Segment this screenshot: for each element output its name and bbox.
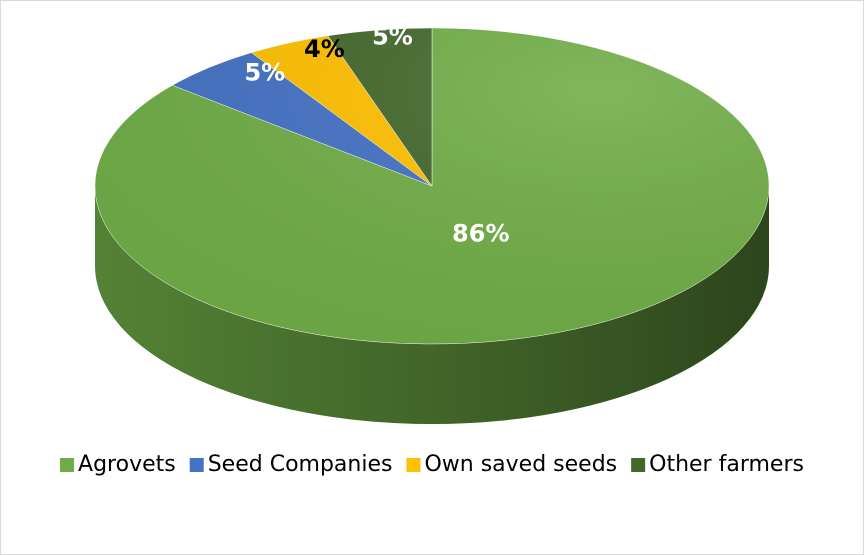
slice-side-shade (95, 186, 769, 424)
legend-label: Own saved seeds (424, 452, 617, 477)
value-label: 4% (304, 35, 345, 63)
legend-swatch (406, 458, 421, 472)
legend-swatch (631, 458, 646, 472)
legend-swatch (60, 458, 75, 472)
legend-label: Other farmers (649, 452, 804, 477)
value-label: 5% (244, 58, 285, 86)
legend-label: Seed Companies (208, 452, 393, 477)
legend-swatch (189, 458, 204, 472)
value-label: 86% (452, 220, 509, 248)
legend-label: Agrovets (78, 452, 176, 477)
value-label: 5% (372, 23, 413, 51)
